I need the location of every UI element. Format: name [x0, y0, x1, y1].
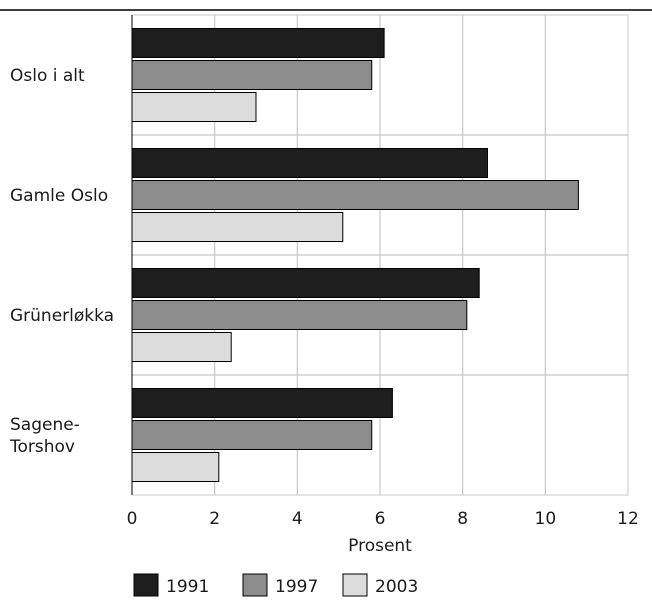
bar-1991-1	[131, 148, 488, 178]
x-tick-label: 8	[457, 509, 468, 529]
bars	[131, 28, 579, 482]
x-tick-label: 2	[209, 509, 220, 529]
bar-2003-0	[131, 92, 257, 122]
bar-2003-2	[131, 332, 232, 362]
x-tick-label: 12	[617, 509, 639, 529]
category-label: Gamle Oslo	[10, 186, 108, 206]
x-tick-label: 10	[535, 509, 557, 529]
x-axis-label: Prosent	[348, 536, 412, 556]
category-label: Oslo i alt	[10, 66, 85, 86]
bar-1991-2	[131, 268, 480, 298]
bar-2003-3	[131, 452, 220, 482]
bar-1997-3	[131, 420, 373, 450]
category-labels: Oslo i alt Gamle Oslo Grünerløkka Sagene-To…	[9, 66, 114, 457]
x-tick-labels: 0 2 4 6 8 10 12	[127, 509, 639, 529]
bar-1997-0	[131, 60, 373, 90]
legend-label-1991: 1991	[166, 577, 209, 597]
bar-2003-1	[131, 212, 344, 242]
bar-1997-2	[131, 300, 468, 330]
legend-swatch-2003	[342, 573, 368, 597]
legend: 1991 1997 2003	[133, 573, 418, 597]
legend-label-2003: 2003	[375, 577, 418, 597]
category-label: Grünerløkka	[10, 306, 114, 326]
category-label: Sagene-Torshov	[9, 415, 80, 457]
bar-1997-1	[131, 180, 579, 210]
bar-1991-3	[131, 388, 393, 418]
legend-label-1997: 1997	[275, 577, 318, 597]
legend-swatch-1991	[133, 573, 159, 597]
legend-swatch-1997	[242, 573, 268, 597]
x-tick-label: 6	[375, 509, 386, 529]
bar-1991-0	[131, 28, 385, 58]
x-tick-label: 4	[292, 509, 303, 529]
x-tick-label: 0	[127, 509, 138, 529]
